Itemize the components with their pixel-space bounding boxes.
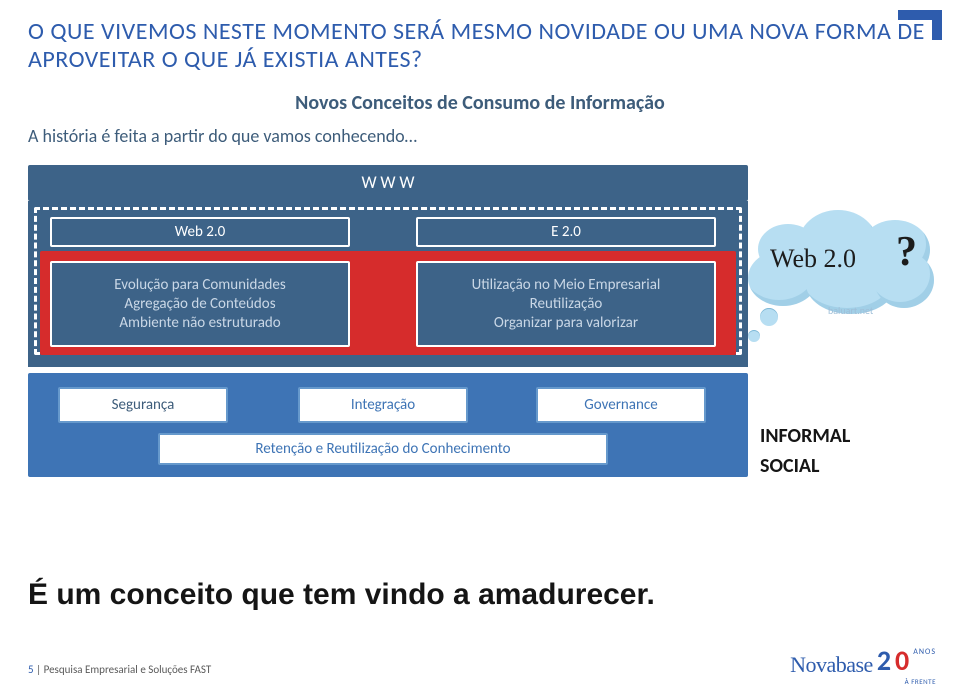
cell-e20: E 2.0 <box>416 217 716 247</box>
slide-lead: A história é feita a partir do que vamos… <box>28 125 932 147</box>
cloud-credit: baluart.net <box>828 304 873 317</box>
evo-l1: Evolução para Comunidades <box>114 276 285 295</box>
util-l1: Utilização no Meio Empresarial <box>472 276 661 295</box>
cell-retencao: Retenção e Reutilização do Conhecimento <box>158 433 608 465</box>
cell-seguranca: Segurança <box>58 387 228 423</box>
util-l2: Reutilização <box>530 295 603 314</box>
cell-utilization: Utilização no Meio Empresarial Reutiliza… <box>416 261 716 347</box>
util-l3: Organizar para valorizar <box>494 314 638 333</box>
cloud-tail <box>760 308 778 326</box>
footer-text: Pesquisa Empresarial e Soluções FAST <box>44 663 212 676</box>
footer: 5 | Pesquisa Empresarial e Soluções FAST <box>28 663 211 676</box>
label-informal: INFORMAL <box>760 424 850 448</box>
cell-integracao: Integração <box>298 387 468 423</box>
cell-governance: Governance <box>536 387 706 423</box>
logo-word: Novabase <box>790 652 873 678</box>
evo-l2: Agregação de Conteúdos <box>124 295 275 314</box>
cell-web20: Web 2.0 <box>50 217 350 247</box>
label-social: SOCIAL <box>760 454 819 478</box>
logo-afrente: À FRENTE <box>905 677 936 686</box>
slide-subtitle: Novos Conceitos de Consumo de Informação <box>28 91 932 115</box>
slide: O QUE VIVEMOS NESTE MOMENTO SERÁ MESMO N… <box>0 0 960 690</box>
cloud-tail <box>748 330 760 342</box>
novabase-logo: Novabase 20 ANOS À FRENTE <box>790 643 936 678</box>
diagram: W W W Web 2.0 E 2.0 Evolução para Comuni… <box>28 165 748 485</box>
footer-sep: | <box>34 663 44 676</box>
logo-two: 2 <box>877 643 891 678</box>
evo-l3: Ambiente não estruturado <box>119 314 280 333</box>
conclusion: É um conceito que tem vindo a amadurecer… <box>28 578 655 612</box>
slide-title: O QUE VIVEMOS NESTE MOMENTO SERÁ MESMO N… <box>28 18 932 73</box>
cell-evolution: Evolução para Comunidades Agregação de C… <box>50 261 350 347</box>
corner-decor <box>898 10 942 40</box>
logo-anos: ANOS <box>913 647 936 657</box>
cloud-question-mark: ? <box>896 228 917 276</box>
logo-zero: 0 <box>895 643 909 678</box>
www-bar: W W W <box>28 165 748 201</box>
cloud-text: Web 2.0 <box>770 244 856 274</box>
